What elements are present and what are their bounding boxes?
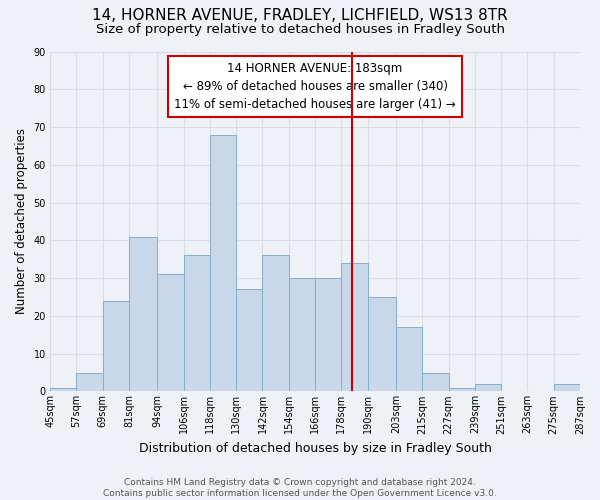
- Bar: [129, 236, 157, 392]
- Bar: [368, 297, 396, 392]
- Bar: [103, 301, 129, 392]
- Text: 14, HORNER AVENUE, FRADLEY, LICHFIELD, WS13 8TR: 14, HORNER AVENUE, FRADLEY, LICHFIELD, W…: [92, 8, 508, 22]
- Text: Contains HM Land Registry data © Crown copyright and database right 2024.
Contai: Contains HM Land Registry data © Crown c…: [103, 478, 497, 498]
- Text: Size of property relative to detached houses in Fradley South: Size of property relative to detached ho…: [95, 22, 505, 36]
- Y-axis label: Number of detached properties: Number of detached properties: [15, 128, 28, 314]
- X-axis label: Distribution of detached houses by size in Fradley South: Distribution of detached houses by size …: [139, 442, 491, 455]
- Bar: [50, 388, 76, 392]
- Bar: [157, 274, 184, 392]
- Bar: [341, 263, 368, 392]
- Bar: [396, 327, 422, 392]
- Bar: [475, 384, 501, 392]
- Bar: [262, 256, 289, 392]
- Bar: [76, 372, 103, 392]
- Bar: [184, 256, 210, 392]
- Bar: [449, 388, 475, 392]
- Bar: [236, 290, 262, 392]
- Bar: [315, 278, 341, 392]
- Bar: [554, 384, 580, 392]
- Bar: [210, 134, 236, 392]
- Text: 14 HORNER AVENUE: 183sqm
← 89% of detached houses are smaller (340)
11% of semi-: 14 HORNER AVENUE: 183sqm ← 89% of detach…: [174, 62, 456, 110]
- Bar: [422, 372, 449, 392]
- Bar: [289, 278, 315, 392]
